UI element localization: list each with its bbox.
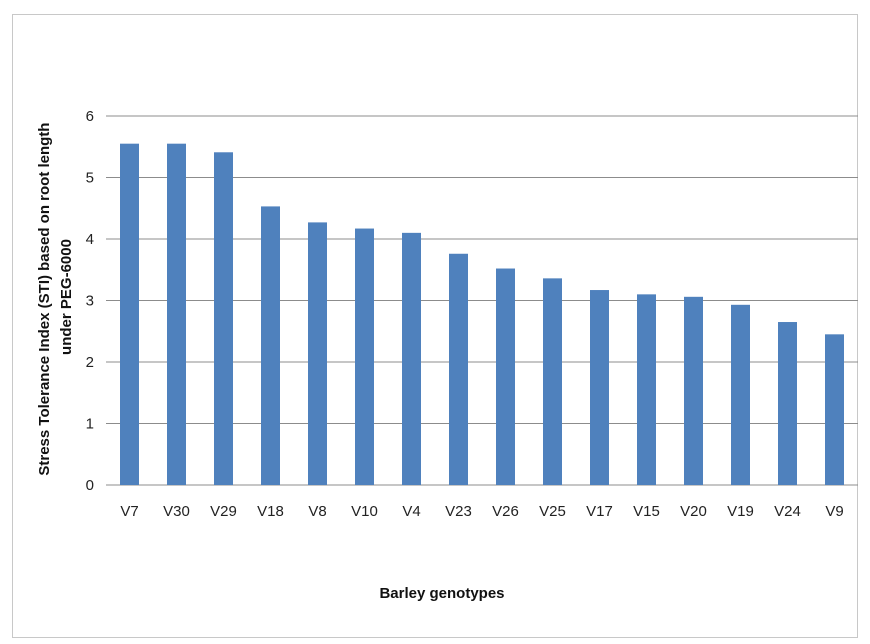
x-tick-label: V20 <box>680 503 707 520</box>
x-tick-label: V8 <box>308 503 326 520</box>
x-axis-ticks: V7 V30 V29 V18 V8 V10 V4 V23 V26 V25 V17 V15 V20 V19 V… <box>120 503 843 520</box>
bar-V25 <box>543 278 562 485</box>
bar-V4 <box>402 232 421 485</box>
x-tick-label: V18 <box>257 503 284 520</box>
y-axis-title: Stress Tolerance Index (STI) based on ro… <box>36 118 75 475</box>
y-tick-label: 3 <box>86 293 94 310</box>
bar-V19 <box>731 304 750 485</box>
bar-V23 <box>449 253 468 485</box>
bar-V18 <box>261 206 280 485</box>
bar-V30 <box>167 143 186 486</box>
bar-V8 <box>308 222 327 485</box>
x-tick-label: V24 <box>774 503 801 520</box>
x-tick-label: V15 <box>633 503 660 520</box>
x-tick-label: V9 <box>825 503 843 520</box>
bar-V17 <box>590 290 609 485</box>
x-tick-label: V25 <box>539 503 566 520</box>
x-tick-label: V29 <box>210 503 237 520</box>
bar-V10 <box>355 228 374 486</box>
y-axis-title-line-1: Stress Tolerance Index (STI) based on ro… <box>36 123 53 476</box>
y-tick-label: 2 <box>86 354 94 371</box>
y-tick-label: 5 <box>86 170 94 187</box>
x-tick-label: V17 <box>586 503 613 520</box>
bar-V9 <box>825 334 844 485</box>
bar-V20 <box>684 296 703 485</box>
x-tick-label: V30 <box>163 503 190 520</box>
y-tick-label: 0 <box>86 477 94 494</box>
y-tick-label: 4 <box>86 231 94 248</box>
y-axis-ticks: 0 1 2 3 4 5 6 <box>86 108 94 494</box>
y-tick-label: 6 <box>86 108 94 125</box>
bar-V24 <box>778 322 797 485</box>
y-tick-label: 1 <box>86 416 94 433</box>
y-axis-title-line-2: under PEG-6000 <box>58 239 75 355</box>
x-tick-label: V19 <box>727 503 754 520</box>
x-tick-label: V7 <box>120 503 138 520</box>
x-tick-label: V10 <box>351 503 378 520</box>
x-tick-label: V23 <box>445 503 472 520</box>
x-axis-title: Barley genotypes <box>379 585 504 602</box>
bar-V26 <box>496 268 515 485</box>
x-tick-label: V4 <box>402 503 420 520</box>
bar-V29 <box>214 152 233 485</box>
x-tick-label: V26 <box>492 503 519 520</box>
bars <box>120 143 844 486</box>
chart-frame <box>12 14 858 638</box>
bar-V15 <box>637 294 656 485</box>
bar-V7 <box>120 143 139 486</box>
